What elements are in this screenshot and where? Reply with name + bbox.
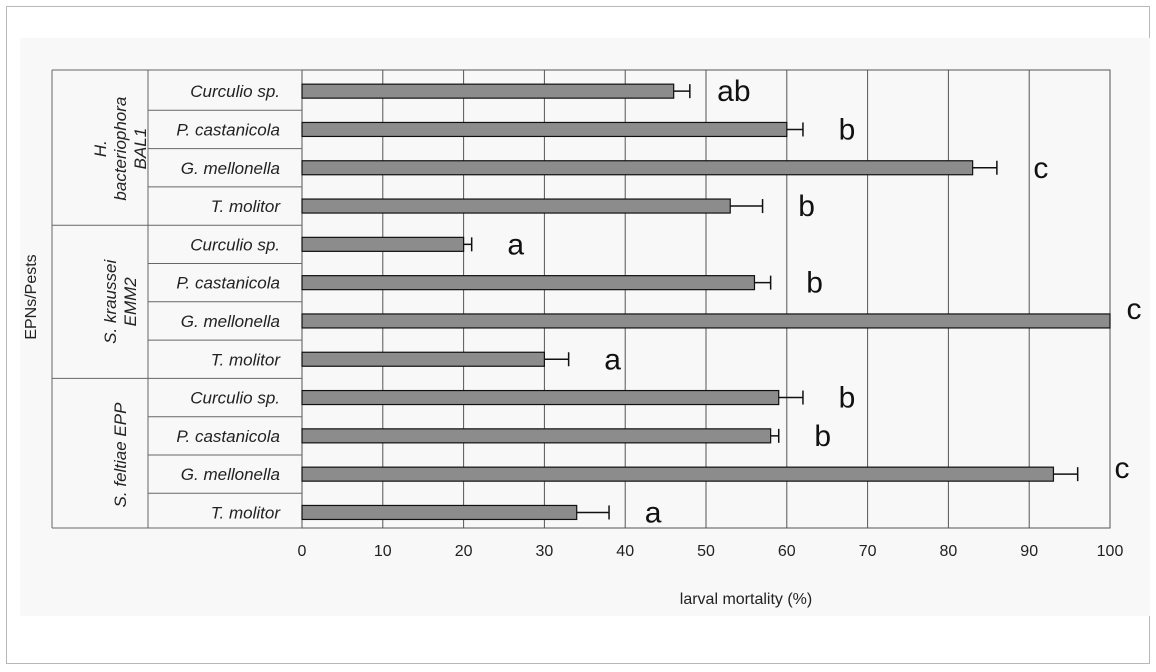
category-label: G. mellonella [181,465,280,484]
significance-label: b [839,382,856,415]
x-tick-label: 80 [940,543,958,560]
bar [301,275,756,291]
x-tick-label: 10 [374,543,392,560]
category-label: T. molitor [211,503,282,522]
bar [301,466,1055,482]
group-label-line: BAL1 [131,128,150,170]
significance-label: a [604,343,621,376]
category-label: G. mellonella [181,159,280,178]
category-label: P. castanicola [176,274,280,293]
category-label: Curculio sp. [190,235,280,254]
x-tick-label: 20 [455,543,473,560]
significance-label: b [839,113,856,146]
y-axis-title: EPNs/Pests [23,254,40,339]
category-label: P. castanicola [176,427,280,446]
bar [301,160,974,176]
x-tick-label: 70 [859,543,877,560]
x-tick-label: 50 [697,543,715,560]
x-axis-title: larval mortality (%) [680,591,812,608]
x-tick-label: 0 [298,543,307,560]
category-label: P. castanicola [176,120,280,139]
bar [301,236,465,252]
significance-label: ab [717,75,750,108]
bar [301,83,675,99]
category-label: T. molitor [211,197,282,216]
group-label-line: H. [91,140,110,157]
significance-label: b [798,190,815,223]
significance-label: a [507,228,524,261]
bar [301,121,788,138]
bar [301,389,780,406]
x-tick-label: 30 [536,543,554,560]
group-label: S. krausseiEMM2 [101,259,140,344]
plot-area-border [301,69,1111,529]
category-label: T. molitor [211,350,282,369]
bar [301,313,1111,329]
significance-label: c [1115,452,1130,485]
group-label-line: bacteriophora [111,97,130,201]
significance-label: c [1033,152,1048,185]
category-label: G. mellonella [181,312,280,331]
bar [301,504,578,521]
bar [301,198,731,214]
x-tick-label: 40 [616,543,634,560]
bar [301,351,545,367]
x-tick-label: 60 [778,543,796,560]
bar [301,428,772,444]
x-tick-label: 90 [1020,543,1038,560]
group-label: S. feltiae EPP [111,402,130,508]
group-label: H.bacteriophoraBAL1 [91,97,150,201]
group-label-line: S. feltiae EPP [111,402,130,508]
x-tick-label: 100 [1097,543,1124,560]
significance-label: b [814,420,831,453]
significance-label: a [645,496,662,529]
group-label-line: EMM2 [121,277,140,327]
group-label-line: S. kraussei [101,259,120,344]
category-label: Curculio sp. [190,82,280,101]
category-label: Curculio sp. [190,389,280,408]
significance-label: b [806,267,823,300]
significance-label: c [1127,293,1142,326]
